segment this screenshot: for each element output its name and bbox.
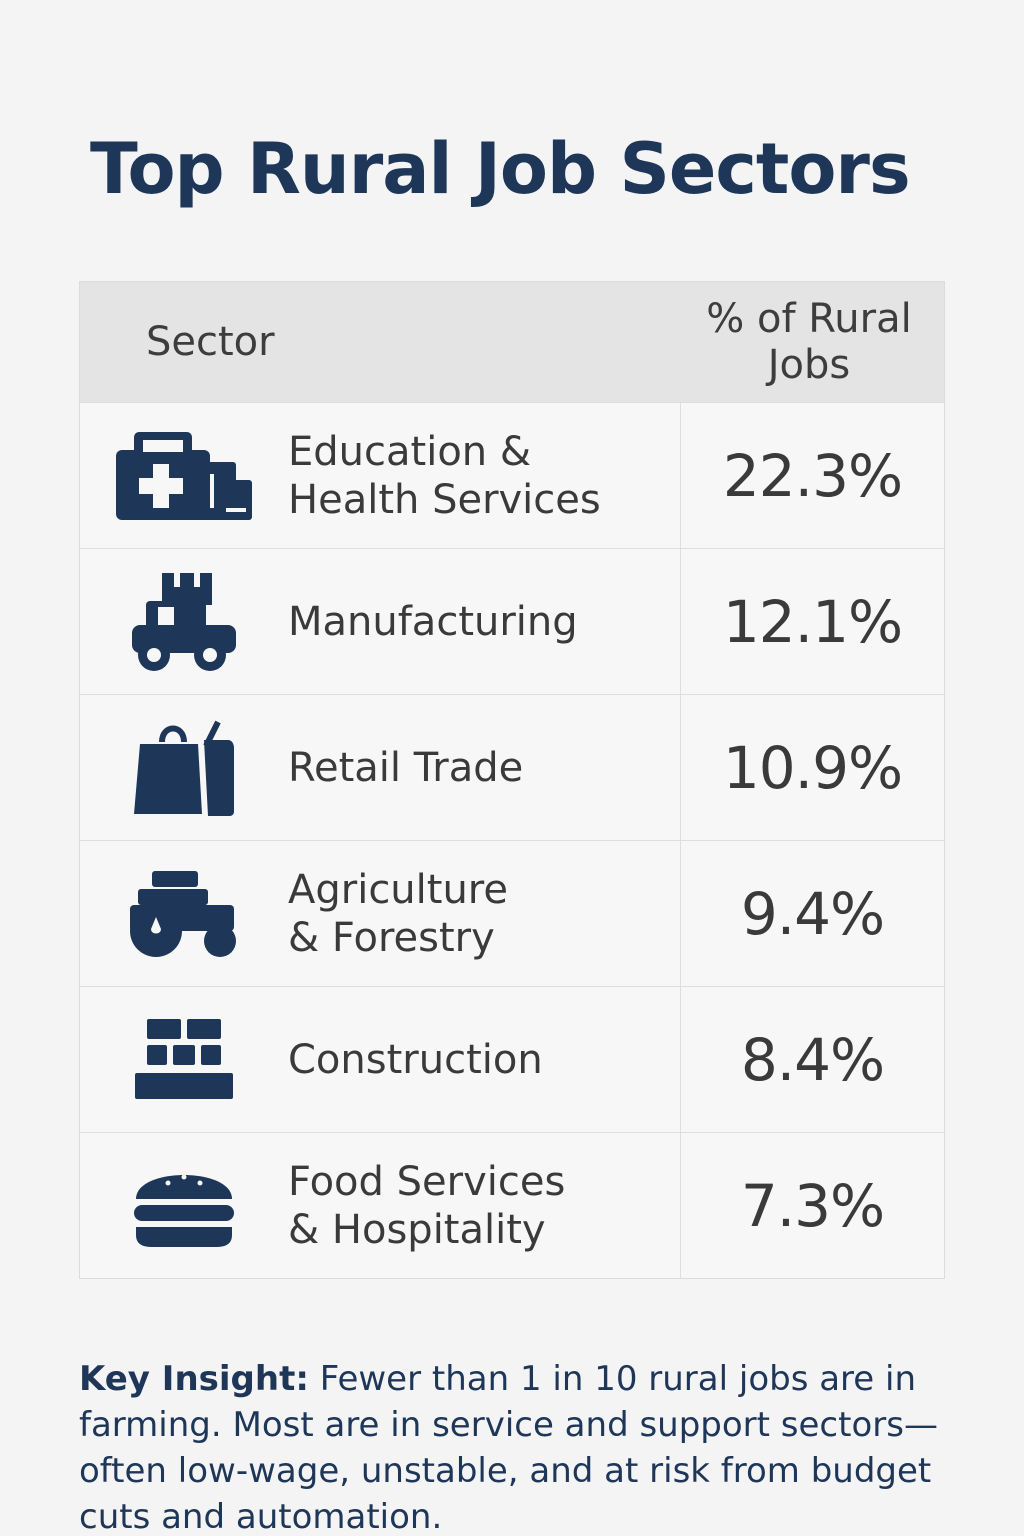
table-row: Agriculture & Forestry 9.4% (80, 840, 944, 986)
medical-kit-icon (80, 430, 288, 522)
shopping-bag-icon (80, 718, 288, 818)
bricks-icon (80, 1018, 288, 1101)
page-title: Top Rural Job Sectors (90, 128, 911, 210)
tractor-icon (80, 869, 288, 959)
percent-value: 22.3% (722, 441, 903, 510)
forklift-icon (80, 571, 288, 673)
column-header-sector: Sector (146, 319, 275, 365)
table-row: Retail Trade 10.9% (80, 694, 944, 840)
sector-label: Food Services & Hospitality (288, 1158, 566, 1253)
sector-label: Education & Health Services (288, 428, 601, 523)
table-header: Sector % of Rural Jobs (80, 282, 944, 402)
percent-value: 9.4% (740, 879, 885, 948)
key-insight: Key Insight: Fewer than 1 in 10 rural jo… (79, 1356, 959, 1536)
sector-label: Retail Trade (288, 744, 524, 791)
column-header-percent: % of Rural Jobs (706, 296, 912, 388)
insight-text: Fewer than 1 in 10 rural jobs are in far… (79, 1359, 938, 1536)
sector-label: Manufacturing (288, 598, 578, 645)
table-row: Construction 8.4% (80, 986, 944, 1132)
table-row: Education & Health Services 22.3% (80, 402, 944, 548)
percent-value: 8.4% (740, 1025, 885, 1094)
percent-value: 12.1% (722, 587, 903, 656)
sector-table: Sector % of Rural Jobs (79, 281, 945, 1279)
table-row: Manufacturing 12.1% (80, 548, 944, 694)
sector-label: Construction (288, 1036, 543, 1083)
sector-cell: Agriculture & Forestry (80, 841, 681, 986)
sector-cell: Manufacturing (80, 549, 681, 694)
percent-value: 7.3% (740, 1171, 885, 1240)
burger-icon (80, 1163, 288, 1249)
sector-cell: Food Services & Hospitality (80, 1133, 681, 1278)
percent-value: 10.9% (722, 733, 903, 802)
insight-label: Key Insight: (79, 1359, 309, 1399)
sector-label: Agriculture & Forestry (288, 866, 508, 961)
table-row: Food Services & Hospitality 7.3% (80, 1132, 944, 1278)
sector-cell: Construction (80, 987, 681, 1132)
sector-cell: Retail Trade (80, 695, 681, 840)
sector-cell: Education & Health Services (80, 403, 681, 548)
